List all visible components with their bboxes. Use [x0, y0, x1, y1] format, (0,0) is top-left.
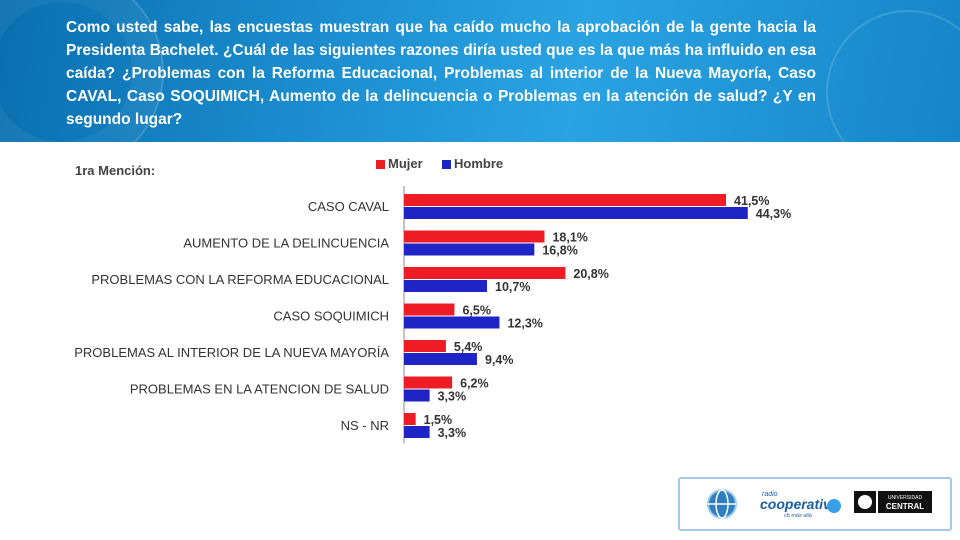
bar-mujer	[404, 230, 545, 243]
category-label: CASO CAVAL	[308, 199, 389, 214]
bar-hombre	[404, 207, 748, 219]
globe-decoration	[0, 0, 164, 142]
data-label-mujer: 1,5%	[424, 413, 453, 427]
central-logo-box	[878, 491, 932, 513]
data-label-mujer: 6,5%	[462, 304, 491, 318]
bar-hombre	[404, 426, 430, 438]
bar-hombre	[404, 353, 477, 365]
central-line2: CENTRAL	[886, 502, 924, 511]
category-label: PROBLEMAS CON LA REFORMA EDUCACIONAL	[91, 272, 389, 287]
bar-mujer	[404, 303, 455, 316]
central-line1: UNIVERSIDAD	[888, 495, 923, 501]
data-label-hombre: 3,3%	[438, 426, 467, 440]
cooperativa-logo-text: cooperativa	[760, 496, 839, 512]
logos-box: radio cooperativa cb más allá UNIVERSIDA…	[678, 477, 952, 531]
header-banner: Como usted sabe, las encuestas muestran …	[0, 0, 960, 142]
bar-mujer	[404, 413, 416, 425]
bar-hombre	[404, 316, 500, 329]
data-label-hombre: 3,3%	[438, 390, 467, 404]
bar-mujer	[404, 340, 446, 352]
data-label-hombre: 12,3%	[507, 317, 542, 331]
legend-label-mujer: Mujer	[388, 156, 423, 171]
mention-label: 1ra Mención:	[75, 163, 156, 178]
survey-question: Como usted sabe, las encuestas muestran …	[66, 19, 816, 128]
bar-mujer	[404, 267, 566, 279]
data-label-mujer: 41,5%	[734, 194, 769, 208]
data-label-hombre: 44,3%	[756, 207, 791, 221]
bar-hombre	[404, 389, 430, 402]
legend-swatch-mujer	[376, 160, 385, 169]
legend-swatch-hombre	[442, 160, 451, 169]
category-label: PROBLEMAS EN LA ATENCION DE SALUD	[130, 382, 389, 397]
data-label-mujer: 20,8%	[573, 267, 608, 281]
bar-mujer	[404, 376, 453, 389]
data-label-hombre: 9,4%	[485, 353, 513, 367]
data-label-hombre: 16,8%	[542, 244, 577, 258]
globe-logo-icon	[707, 489, 737, 519]
globe-decoration-right	[826, 10, 960, 142]
bar-hombre	[404, 280, 488, 292]
category-label: CASO SOQUIMICH	[273, 309, 389, 324]
cooperativa-radio-text: radio	[762, 491, 778, 498]
bar-hombre	[404, 243, 535, 256]
bar-mujer	[404, 194, 727, 206]
data-label-hombre: 10,7%	[495, 280, 530, 294]
category-label: NS - NR	[341, 418, 389, 433]
logos: radio cooperativa cb más allá UNIVERSIDA…	[707, 489, 932, 519]
category-label: AUMENTO DE LA DELINCUENCIA	[183, 236, 389, 251]
data-label-mujer: 5,4%	[454, 340, 483, 354]
cooperativa-swirl-icon	[827, 499, 841, 513]
cooperativa-sub-text: cb más allá	[784, 513, 813, 519]
legend-label-hombre: Hombre	[454, 156, 503, 171]
category-label: PROBLEMAS AL INTERIOR DE LA NUEVA MAYORÍ…	[74, 345, 389, 360]
data-label-mujer: 6,2%	[460, 377, 489, 391]
data-label-mujer: 18,1%	[552, 231, 587, 245]
bar-chart: Mujer Hombre CASO CAVAL 41,5%44,3% AUMENTO D…	[74, 156, 791, 444]
